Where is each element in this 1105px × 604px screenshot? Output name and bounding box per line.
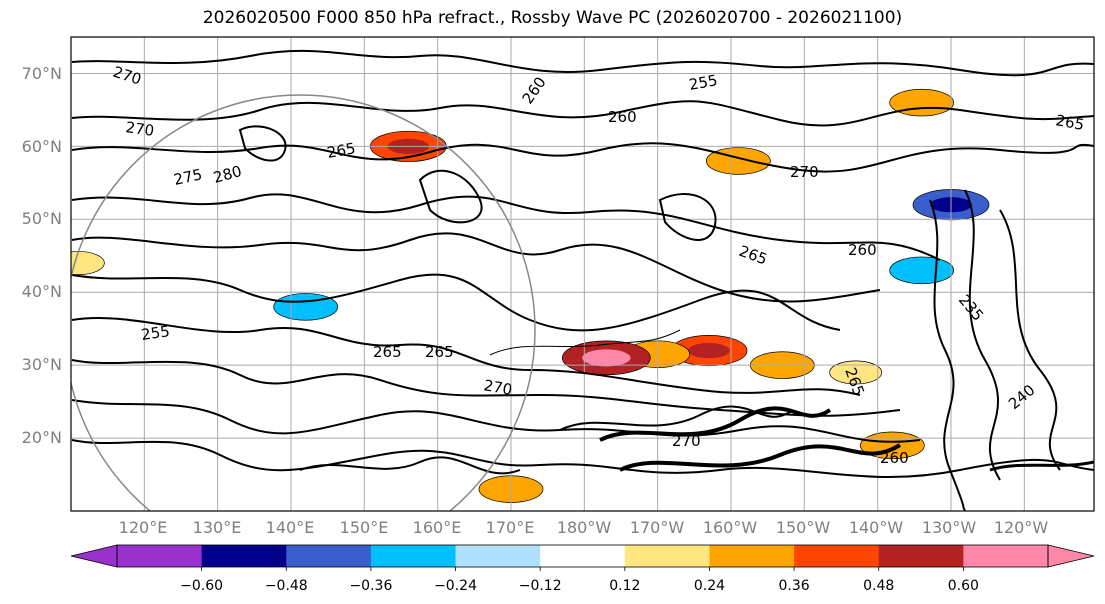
latitude-tick-labels: 70°N 60°N 50°N 40°N 30°N 20°N <box>22 64 62 447</box>
lon-tick-label: 160°W <box>703 518 758 537</box>
colorbar: −0.60 −0.48 −0.36 −0.24 −0.12 0.12 0.24 0.36 0.4… <box>70 544 1095 594</box>
colorbar-segment <box>455 545 541 567</box>
anomaly-patch-core <box>688 342 730 359</box>
colorbar-tick-label: −0.12 <box>519 578 562 594</box>
colorbar-segment <box>540 545 626 567</box>
colorbar-over-arrow <box>1047 544 1095 568</box>
contour-line <box>238 125 287 162</box>
colorbar-segment <box>286 545 372 567</box>
lon-tick-label: 140°W <box>849 518 904 537</box>
contour-lines <box>71 49 1094 511</box>
contour-label: 255 <box>688 71 719 94</box>
contour-line <box>658 193 717 241</box>
lon-tick-label: 150°E <box>340 518 389 537</box>
colorbar-segment <box>201 545 287 567</box>
colorbar-tick-label: −0.24 <box>434 578 477 594</box>
contour-label: 270 <box>672 432 701 450</box>
contour-line <box>71 273 841 332</box>
contour-label: 260 <box>880 449 909 467</box>
contour-line <box>71 193 941 261</box>
contour-label: 255 <box>140 322 171 344</box>
contour-line <box>71 316 861 396</box>
lon-tick-label: 160°E <box>413 518 462 537</box>
lat-tick-label: 20°N <box>22 428 62 447</box>
contour-line <box>71 142 1094 173</box>
anomaly-patch-core <box>0 307 33 322</box>
anomaly-patch <box>889 256 955 285</box>
colorbar-segment <box>963 545 1049 567</box>
colorbar-tick-label: −0.36 <box>349 578 392 594</box>
lat-tick-label: 60°N <box>22 137 62 156</box>
longitude-tick-labels: 120°E 130°E 140°E 150°E 160°E 170°E 180°… <box>119 518 1049 537</box>
lat-tick-label: 70°N <box>22 64 62 83</box>
lat-tick-label: 30°N <box>22 355 62 374</box>
contour-label: 265 <box>326 139 357 162</box>
colorbar-segment <box>878 545 964 567</box>
lon-tick-label: 170°E <box>486 518 535 537</box>
contour-label-group: 270 270 275 280 265 260 260 255 265 270 … <box>111 63 1086 467</box>
colorbar-tick-label: 0.60 <box>948 578 979 594</box>
lon-tick-label: 120°E <box>119 518 168 537</box>
colorbar-segment <box>370 545 457 567</box>
colorbar-segment <box>794 545 880 567</box>
lon-tick-label: 180°W <box>557 518 612 537</box>
contour-label: 270 <box>124 118 155 140</box>
colorbar-tick-label: −0.60 <box>180 578 223 594</box>
contour-label: 275 <box>172 165 204 189</box>
reference-circle <box>71 94 536 511</box>
lat-tick-label: 50°N <box>22 209 62 228</box>
lon-tick-label: 120°W <box>994 518 1049 537</box>
contour-label: 260 <box>608 108 637 126</box>
contour-label: 265 <box>1054 111 1085 134</box>
lon-tick-label: 150°W <box>776 518 831 537</box>
contour-line <box>71 399 921 443</box>
colorbar-tick-label: 0.12 <box>609 578 640 594</box>
contour-line <box>964 189 1001 481</box>
graticule <box>71 37 1094 511</box>
contour-line <box>619 443 902 472</box>
colorbar-tick-label: 0.36 <box>779 578 810 594</box>
colorbar-segments <box>117 545 1049 567</box>
anomaly-patch <box>71 251 105 276</box>
colorbar-outline <box>116 544 1049 568</box>
colorbar-under-arrow <box>70 544 118 568</box>
lon-tick-label: 130°W <box>922 518 977 537</box>
anomaly-patch <box>0 299 50 329</box>
contour-line <box>71 439 1094 479</box>
anomaly-patch-core <box>582 349 631 367</box>
colorbar-segment <box>624 545 710 567</box>
contour-line <box>559 405 791 431</box>
contour-label: 270 <box>790 163 819 181</box>
lon-tick-label: 130°E <box>193 518 242 537</box>
colorbar-tick-label: −0.48 <box>265 578 308 594</box>
contour-line <box>71 359 901 417</box>
contour-label: 265 <box>373 343 402 361</box>
anomaly-patch <box>829 360 883 385</box>
contour-line <box>989 460 1094 472</box>
colorbar-segment <box>709 545 795 567</box>
contour-label: 265 <box>425 343 454 361</box>
colorbar-tick-label: 0.24 <box>694 578 725 594</box>
contour-line <box>418 169 483 224</box>
contour-line <box>489 329 681 356</box>
contour-line <box>71 100 1094 127</box>
contour-line <box>929 199 966 511</box>
contour-line <box>599 406 832 442</box>
figure-title: 2026020500 F000 850 hPa refract., Rossby… <box>202 8 903 28</box>
contour-label: 270 <box>482 376 513 399</box>
colorbar-ticks: −0.60 −0.48 −0.36 −0.24 −0.12 0.12 0.24 0.36 0.4… <box>180 567 979 594</box>
map-frame <box>70 36 1095 512</box>
contour-line <box>71 49 1094 77</box>
contour-label: 260 <box>848 241 877 259</box>
contour-line <box>999 209 1061 471</box>
lon-tick-label: 170°W <box>630 518 685 537</box>
lat-tick-label: 40°N <box>22 282 62 301</box>
colorbar-segment <box>117 545 203 567</box>
colorbar-tick-label: 0.48 <box>863 578 894 594</box>
lon-tick-label: 140°E <box>266 518 315 537</box>
